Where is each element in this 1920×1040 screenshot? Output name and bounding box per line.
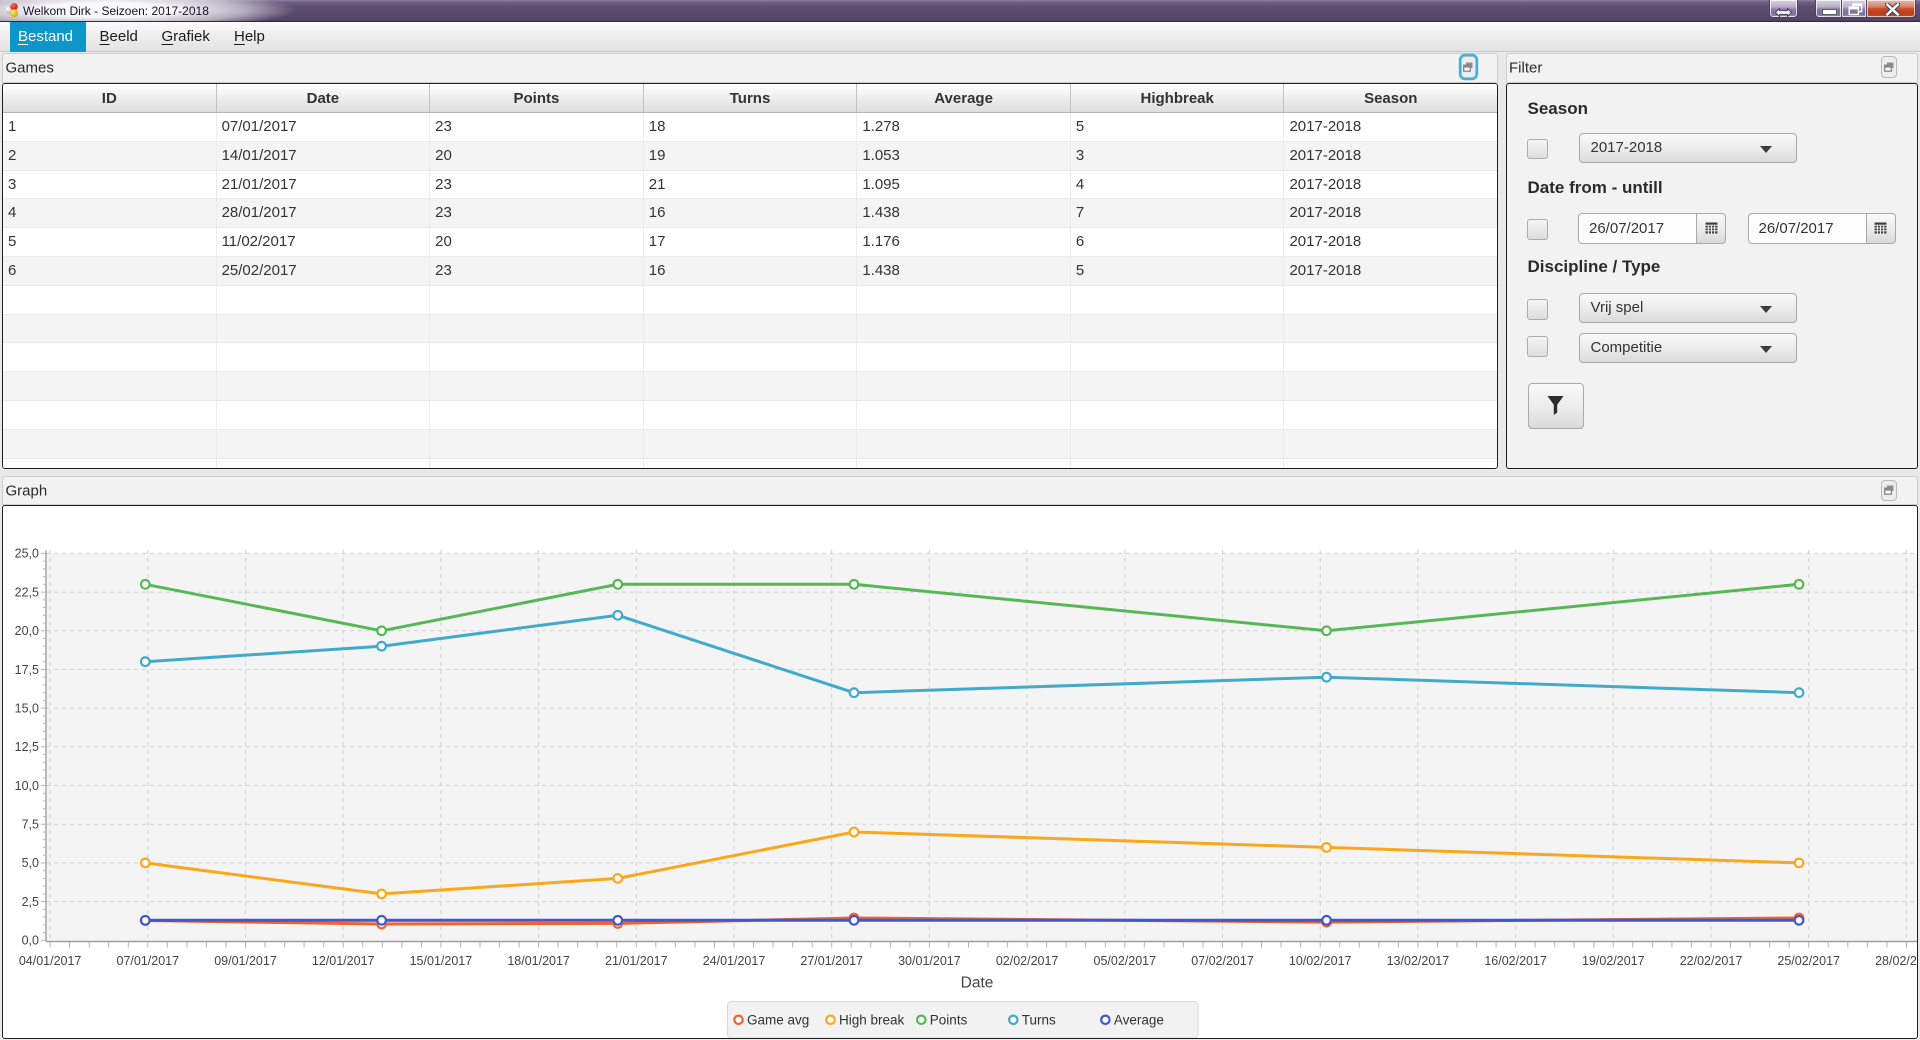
svg-text:Date: Date	[960, 974, 993, 991]
svg-text:25/02/2017: 25/02/2017	[1777, 954, 1840, 968]
svg-text:0,0: 0,0	[21, 933, 38, 947]
svg-text:Average: Average	[1113, 1012, 1163, 1027]
svg-text:13/02/2017: 13/02/2017	[1386, 954, 1449, 968]
svg-text:07/02/2017: 07/02/2017	[1191, 954, 1254, 968]
svg-text:Game avg: Game avg	[747, 1012, 809, 1027]
svg-text:2,5: 2,5	[21, 894, 38, 908]
svg-text:15/01/2017: 15/01/2017	[409, 954, 472, 968]
svg-text:09/01/2017: 09/01/2017	[214, 954, 277, 968]
svg-text:02/02/2017: 02/02/2017	[995, 954, 1058, 968]
svg-text:18/01/2017: 18/01/2017	[507, 954, 570, 968]
svg-text:10/02/2017: 10/02/2017	[1288, 954, 1351, 968]
svg-text:10,0: 10,0	[14, 778, 38, 792]
svg-text:20,0: 20,0	[14, 624, 38, 638]
svg-text:High break: High break	[839, 1012, 905, 1027]
svg-text:5,0: 5,0	[21, 856, 38, 870]
svg-text:7,5: 7,5	[21, 817, 38, 831]
svg-text:Points: Points	[929, 1012, 967, 1027]
svg-text:17,5: 17,5	[14, 662, 38, 676]
svg-text:07/01/2017: 07/01/2017	[116, 954, 179, 968]
svg-text:15,0: 15,0	[14, 701, 38, 715]
svg-text:21/01/2017: 21/01/2017	[605, 954, 668, 968]
svg-text:22,5: 22,5	[14, 585, 38, 599]
svg-text:24/01/2017: 24/01/2017	[702, 954, 765, 968]
svg-text:05/02/2017: 05/02/2017	[1093, 954, 1156, 968]
svg-text:22/02/2017: 22/02/2017	[1679, 954, 1742, 968]
svg-text:12,5: 12,5	[14, 740, 38, 754]
svg-text:16/02/2017: 16/02/2017	[1484, 954, 1547, 968]
svg-text:19/02/2017: 19/02/2017	[1582, 954, 1645, 968]
svg-text:25,0: 25,0	[14, 546, 38, 560]
svg-text:28/02/2017: 28/02/2017	[1875, 954, 1917, 968]
svg-text:30/01/2017: 30/01/2017	[898, 954, 961, 968]
svg-text:12/01/2017: 12/01/2017	[311, 954, 374, 968]
svg-text:Turns: Turns	[1021, 1012, 1055, 1027]
svg-text:04/01/2017: 04/01/2017	[18, 954, 81, 968]
svg-text:27/01/2017: 27/01/2017	[800, 954, 863, 968]
